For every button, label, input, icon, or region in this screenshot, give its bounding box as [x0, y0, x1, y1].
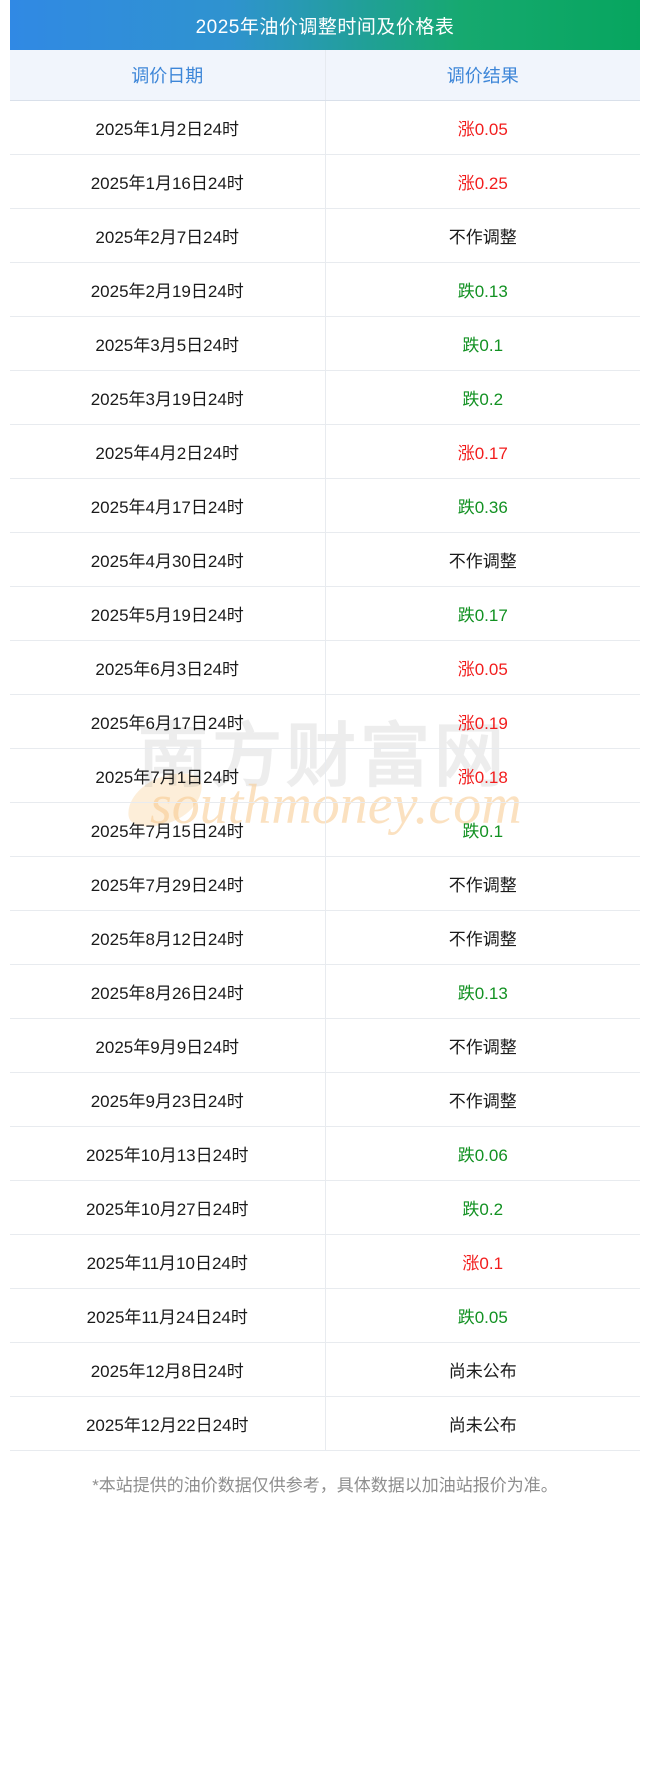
cell-adjustment-result: 跌0.05 — [325, 1288, 640, 1343]
cell-adjustment-date: 2025年2月19日24时 — [10, 262, 326, 317]
cell-adjustment-date: 2025年11月24日24时 — [10, 1288, 326, 1343]
cell-adjustment-result: 跌0.17 — [325, 586, 640, 641]
cell-adjustment-date: 2025年7月15日24时 — [10, 802, 326, 857]
cell-adjustment-date: 2025年4月2日24时 — [10, 424, 326, 479]
cell-adjustment-result: 不作调整 — [325, 910, 640, 965]
cell-adjustment-date: 2025年10月13日24时 — [10, 1126, 326, 1181]
cell-adjustment-result: 尚未公布 — [325, 1396, 640, 1451]
table-row: 2025年3月5日24时 跌0.1 — [10, 316, 640, 371]
table-row: 2025年11月24日24时 跌0.05 — [10, 1288, 640, 1343]
table-row: 2025年6月17日24时 涨0.19 — [10, 694, 640, 749]
cell-adjustment-date: 2025年4月30日24时 — [10, 532, 326, 587]
table-row: 2025年10月27日24时 跌0.2 — [10, 1180, 640, 1235]
cell-adjustment-date: 2025年4月17日24时 — [10, 478, 326, 533]
cell-adjustment-result: 涨0.1 — [325, 1234, 640, 1289]
table-row: 2025年1月16日24时 涨0.25 — [10, 154, 640, 209]
page-title: 2025年油价调整时间及价格表 — [10, 0, 640, 50]
column-header-date: 调价日期 — [10, 50, 326, 101]
table-row: 2025年2月7日24时 不作调整 — [10, 208, 640, 263]
cell-adjustment-date: 2025年1月2日24时 — [10, 100, 326, 155]
title-row: 2025年油价调整时间及价格表 — [10, 0, 640, 50]
table-row: 2025年2月19日24时 跌0.13 — [10, 262, 640, 317]
column-header-row: 调价日期 调价结果 — [10, 50, 640, 101]
table-row: 2025年3月19日24时 跌0.2 — [10, 370, 640, 425]
cell-adjustment-date: 2025年11月10日24时 — [10, 1234, 326, 1289]
cell-adjustment-date: 2025年2月7日24时 — [10, 208, 326, 263]
cell-adjustment-result: 跌0.06 — [325, 1126, 640, 1181]
table-row: 2025年11月10日24时 涨0.1 — [10, 1234, 640, 1289]
cell-adjustment-date: 2025年8月26日24时 — [10, 964, 326, 1019]
table-row: 2025年7月1日24时 涨0.18 — [10, 748, 640, 803]
table-row: 2025年7月15日24时 跌0.1 — [10, 802, 640, 857]
cell-adjustment-date: 2025年9月23日24时 — [10, 1072, 326, 1127]
cell-adjustment-result: 不作调整 — [325, 1018, 640, 1073]
disclaimer-note: *本站提供的油价数据仅供参考，具体数据以加油站报价为准。 — [92, 1476, 558, 1495]
table-row: 2025年1月2日24时 涨0.05 — [10, 100, 640, 155]
column-header-result: 调价结果 — [325, 50, 640, 101]
cell-adjustment-date: 2025年1月16日24时 — [10, 154, 326, 209]
cell-adjustment-date: 2025年8月12日24时 — [10, 910, 326, 965]
cell-adjustment-result: 跌0.1 — [325, 316, 640, 371]
table-row: 2025年10月13日24时 跌0.06 — [10, 1126, 640, 1181]
table-head: 2025年油价调整时间及价格表 调价日期 调价结果 — [10, 0, 640, 101]
cell-adjustment-date: 2025年5月19日24时 — [10, 586, 326, 641]
table-body: 2025年1月2日24时 涨0.05 2025年1月16日24时 涨0.25 2025年… — [10, 100, 640, 1451]
cell-adjustment-result: 跌0.2 — [325, 370, 640, 425]
cell-adjustment-result: 跌0.1 — [325, 802, 640, 857]
oil-price-table: 2025年油价调整时间及价格表 调价日期 调价结果 2025年1月2日24时 涨0… — [10, 0, 640, 1451]
cell-adjustment-date: 2025年6月3日24时 — [10, 640, 326, 695]
cell-adjustment-result: 尚未公布 — [325, 1342, 640, 1397]
table-row: 2025年7月29日24时 不作调整 — [10, 856, 640, 911]
cell-adjustment-result: 涨0.17 — [325, 424, 640, 479]
table-row: 2025年9月9日24时 不作调整 — [10, 1018, 640, 1073]
table-row: 2025年4月17日24时 跌0.36 — [10, 478, 640, 533]
table-row: 2025年4月2日24时 涨0.17 — [10, 424, 640, 479]
cell-adjustment-result: 涨0.05 — [325, 640, 640, 695]
table-row: 2025年8月26日24时 跌0.13 — [10, 964, 640, 1019]
table-row: 2025年12月8日24时 尚未公布 — [10, 1342, 640, 1397]
cell-adjustment-date: 2025年12月22日24时 — [10, 1396, 326, 1451]
cell-adjustment-result: 不作调整 — [325, 1072, 640, 1127]
table-row: 2025年6月3日24时 涨0.05 — [10, 640, 640, 695]
cell-adjustment-result: 不作调整 — [325, 208, 640, 263]
cell-adjustment-date: 2025年10月27日24时 — [10, 1180, 326, 1235]
table-row: 2025年5月19日24时 跌0.17 — [10, 586, 640, 641]
cell-adjustment-date: 2025年7月29日24时 — [10, 856, 326, 911]
table-row: 2025年4月30日24时 不作调整 — [10, 532, 640, 587]
cell-adjustment-date: 2025年3月5日24时 — [10, 316, 326, 371]
cell-adjustment-date: 2025年3月19日24时 — [10, 370, 326, 425]
table-row: 2025年12月22日24时 尚未公布 — [10, 1396, 640, 1451]
cell-adjustment-date: 2025年7月1日24时 — [10, 748, 326, 803]
cell-adjustment-result: 不作调整 — [325, 856, 640, 911]
cell-adjustment-result: 涨0.25 — [325, 154, 640, 209]
cell-adjustment-result: 跌0.36 — [325, 478, 640, 533]
cell-adjustment-result: 涨0.18 — [325, 748, 640, 803]
cell-adjustment-result: 涨0.19 — [325, 694, 640, 749]
cell-adjustment-result: 跌0.13 — [325, 262, 640, 317]
cell-adjustment-date: 2025年12月8日24时 — [10, 1342, 326, 1397]
cell-adjustment-date: 2025年6月17日24时 — [10, 694, 326, 749]
cell-adjustment-result: 不作调整 — [325, 532, 640, 587]
table-row: 2025年8月12日24时 不作调整 — [10, 910, 640, 965]
cell-adjustment-result: 跌0.13 — [325, 964, 640, 1019]
table-row: 2025年9月23日24时 不作调整 — [10, 1072, 640, 1127]
cell-adjustment-result: 跌0.2 — [325, 1180, 640, 1235]
cell-adjustment-date: 2025年9月9日24时 — [10, 1018, 326, 1073]
cell-adjustment-result: 涨0.05 — [325, 100, 640, 155]
